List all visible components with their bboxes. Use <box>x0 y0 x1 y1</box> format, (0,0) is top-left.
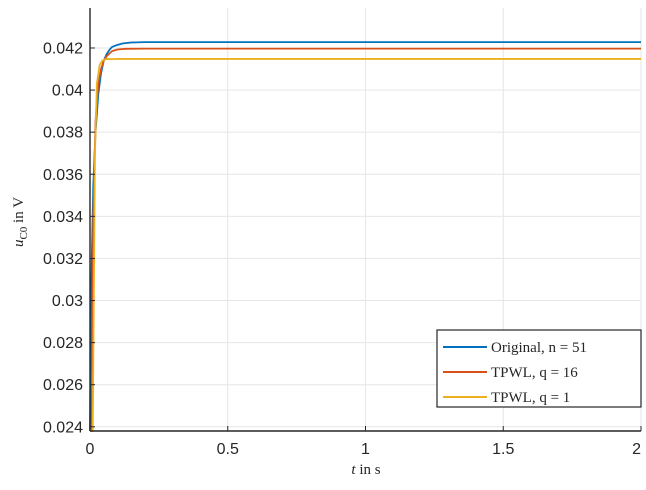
x-tick-label: 0.5 <box>217 441 239 458</box>
y-tick-label: 0.042 <box>43 40 83 57</box>
y-axis-label-rest: in V <box>11 197 27 227</box>
series-line-3 <box>90 58 641 432</box>
x-axis-label: t in s <box>351 462 380 478</box>
y-axis-label-sub: C0 <box>18 226 30 239</box>
axes <box>89 8 642 432</box>
y-tick-label: 0.036 <box>43 167 83 184</box>
x-tick-label: 1.5 <box>492 441 514 458</box>
y-tick-label: 0.032 <box>43 251 83 268</box>
y-tick-label: 0.04 <box>52 83 83 100</box>
legend-label-3: TPWL, q = 1 <box>491 390 570 406</box>
x-tick-label: 2 <box>632 441 641 458</box>
legend-label-1: Original, n = 51 <box>491 340 587 356</box>
y-tick-label: 0.024 <box>43 419 83 436</box>
legend-box <box>436 329 642 408</box>
legend-label-2: TPWL, q = 16 <box>491 365 578 381</box>
x-tick-label: 0 <box>86 441 95 458</box>
y-tick-label: 0.034 <box>43 209 83 226</box>
y-tick-label: 0.026 <box>43 377 83 394</box>
series-group <box>89 41 641 432</box>
y-tick-label: 0.028 <box>43 335 83 352</box>
tick-labels: 0 0.5 1 1.5 2 0.024 0.026 0.028 0.03 0.032 0.034 0.… <box>43 40 641 458</box>
legend: Original, n = 51 TPWL, q = 16 TPWL, q = 1 <box>436 329 642 408</box>
x-tick-label: 1 <box>361 441 370 458</box>
y-tick-label: 0.03 <box>52 293 83 310</box>
x-axis-label-rest: in s <box>356 462 381 478</box>
y-tick-label: 0.038 <box>43 125 83 142</box>
y-axis-label-var: u <box>11 240 27 248</box>
x-axis-label-var: t <box>351 462 356 478</box>
y-axis-label: uC0 in V <box>11 197 30 247</box>
